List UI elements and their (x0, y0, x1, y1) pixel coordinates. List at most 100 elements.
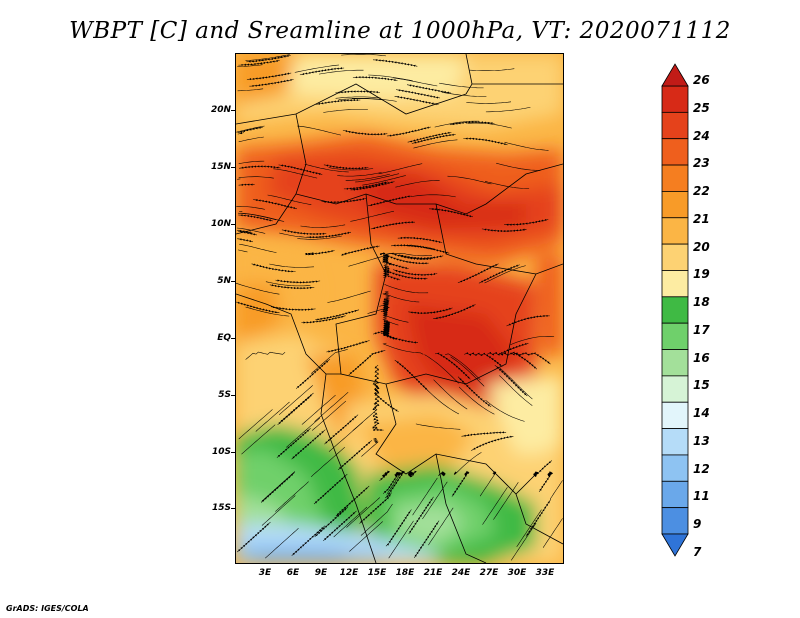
lat-label-10n: 10N (210, 219, 231, 229)
streamline (269, 284, 315, 290)
streamline (372, 381, 380, 411)
streamline (407, 131, 452, 143)
streamline (510, 336, 555, 345)
streamline (327, 290, 371, 303)
colorbar-box (661, 401, 689, 429)
streamline (453, 452, 482, 475)
streamline (525, 499, 552, 537)
streamline (318, 69, 364, 75)
streamline (311, 400, 347, 431)
streamline (413, 139, 458, 149)
lat-label-5n: 5N (217, 276, 231, 286)
streamline (386, 471, 402, 495)
colorbar-box (661, 428, 689, 456)
colorbar-box (661, 111, 689, 140)
streamline (370, 221, 415, 230)
streamline (362, 175, 406, 186)
colorbar-label: 19 (693, 267, 710, 282)
streamline (238, 249, 248, 253)
colorbar-box (661, 375, 689, 403)
streamline (394, 359, 428, 391)
colorbar-label: 20 (693, 239, 710, 254)
streamline (494, 364, 528, 397)
streamline (386, 126, 431, 137)
streamline (384, 290, 420, 303)
streamline (335, 90, 381, 94)
streamline (236, 227, 266, 234)
streamline (343, 181, 389, 190)
lat-label-eq: EQ (217, 333, 231, 343)
streamline (484, 181, 530, 189)
streamline (251, 263, 296, 273)
colorbar-box (661, 85, 689, 113)
streamline (457, 376, 492, 408)
streamline (345, 173, 390, 181)
lat-tick (231, 508, 235, 509)
streamline (438, 471, 446, 477)
streamline (295, 358, 331, 389)
lon-label-27e: 27E (479, 568, 499, 578)
streamline (423, 386, 460, 415)
streamline (367, 300, 391, 314)
colorbar-box (661, 296, 689, 324)
streamline (237, 132, 245, 135)
colorbar-label: 12 (693, 461, 710, 476)
colorbar-label: 21 (693, 211, 710, 226)
streamline (479, 471, 497, 497)
streamline (380, 319, 389, 335)
colorbar-box (661, 507, 689, 535)
streamline (382, 342, 424, 355)
streamline (433, 304, 476, 320)
streamline (304, 164, 349, 173)
streamline (275, 481, 309, 512)
streamline (278, 385, 313, 416)
streamline (408, 496, 434, 535)
streamline (372, 58, 418, 67)
streamline (341, 54, 386, 57)
streamline (510, 352, 551, 365)
streamline (265, 528, 299, 559)
streamline (315, 309, 360, 321)
lat-tick (231, 395, 235, 396)
streamline (413, 520, 440, 559)
streamline (372, 411, 384, 432)
colorbar-label: 26 (693, 73, 710, 87)
lon-label-12e: 12E (339, 568, 359, 578)
streamline (439, 82, 484, 89)
streamline (397, 236, 443, 244)
streamline (350, 210, 394, 222)
streamline (291, 429, 326, 460)
streamline (361, 438, 379, 457)
lon-label-33e: 33E (535, 568, 555, 578)
streamline (237, 88, 264, 92)
streamline (469, 68, 515, 71)
streamline (481, 228, 527, 233)
streamline (482, 487, 508, 525)
streamline (429, 207, 474, 218)
lon-label-24e: 24E (451, 568, 471, 578)
streamline (367, 195, 412, 207)
lon-label-30e: 30E (507, 568, 527, 578)
streamline (368, 74, 413, 82)
streamline (241, 424, 276, 455)
colorbar-box (661, 138, 689, 166)
streamline (238, 59, 280, 67)
streamline (485, 107, 531, 113)
streamline (385, 509, 412, 547)
lon-label-21e: 21E (423, 568, 443, 578)
streamline (341, 245, 380, 256)
streamline (299, 67, 345, 76)
colorbar-label: 9 (693, 517, 702, 532)
colorbar-label: 16 (693, 350, 710, 365)
streamline (510, 522, 537, 561)
colorbar-label: 23 (693, 156, 710, 171)
colorbar-box (661, 191, 689, 219)
streamline (324, 414, 359, 445)
streamline (338, 440, 373, 471)
streamline (314, 391, 349, 422)
streamline (351, 98, 397, 102)
streamline (466, 101, 512, 104)
streamline (406, 84, 452, 94)
streamline (328, 167, 374, 171)
colorbar-box (661, 480, 689, 509)
